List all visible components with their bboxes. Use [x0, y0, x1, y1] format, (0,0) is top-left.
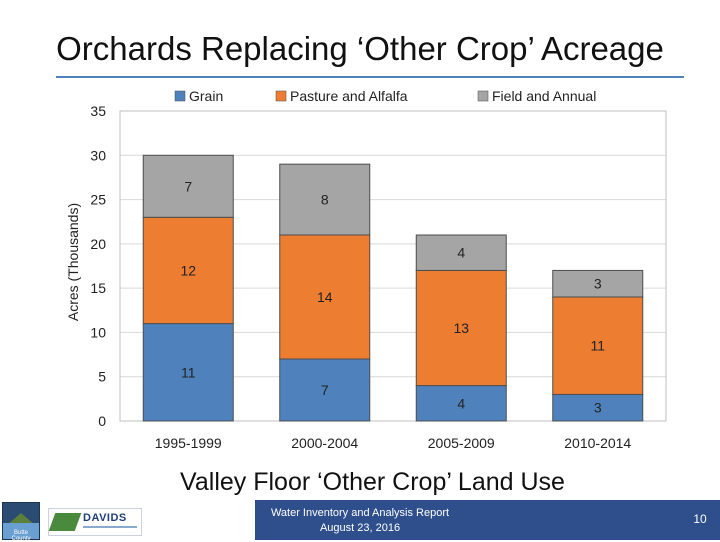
bar-segment [415, 234, 507, 271]
y-axis-label: Acres (Thousands) [65, 203, 81, 321]
data-label: 3 [594, 276, 602, 292]
data-label: 11 [181, 364, 196, 380]
data-label: 7 [184, 178, 192, 194]
bar-segment [415, 385, 507, 422]
data-label: 14 [317, 289, 333, 305]
bar-segment [279, 163, 371, 236]
legend-swatch [477, 90, 489, 102]
data-label: 13 [453, 320, 469, 336]
y-tick-label: 20 [90, 236, 106, 252]
y-tick-label: 35 [90, 103, 106, 119]
data-label: 8 [321, 192, 329, 208]
footer-report-title: Water Inventory and Analysis Report [270, 507, 450, 519]
y-tick-label: 5 [98, 369, 106, 385]
logo-underline [83, 526, 137, 528]
x-tick-label: 1995-1999 [155, 435, 222, 451]
chart-subtitle: Valley Floor ‘Other Crop’ Land Use [180, 468, 565, 496]
x-tick-label: 2010-2014 [564, 435, 631, 451]
county-logo: Butte County [2, 502, 40, 542]
data-label: 3 [594, 400, 602, 416]
y-tick-label: 15 [90, 280, 106, 296]
bar-segment [142, 154, 234, 218]
legend: Grain Pasture and Alfalfa Field and Annual [174, 88, 596, 104]
data-label: 4 [457, 245, 465, 261]
footer-text: Water Inventory and Analysis Report Augu… [255, 506, 465, 536]
y-tick-label: 25 [90, 192, 106, 208]
logo-company-text: DAVIDS [83, 512, 127, 524]
bars [142, 154, 644, 422]
data-label: 11 [590, 338, 605, 354]
y-tick-label: 30 [90, 147, 106, 163]
title-divider [56, 76, 684, 78]
stacked-bar-chart: 11 12 7 7 14 8 4 13 4 3 11 3 0 5 10 15 20 25 30 35 1995-19… [65, 88, 667, 451]
x-tick-labels: 1995-1999 2000-2004 2005-2009 2010-2014 [155, 435, 632, 451]
plot-area-border [119, 110, 667, 422]
logo-county-text: Butte County [11, 530, 31, 542]
bar-segment [552, 393, 644, 422]
footer-date: August 23, 2016 [319, 522, 401, 534]
bar-segment [552, 269, 644, 298]
company-logo: DAVIDS [48, 508, 142, 536]
y-tick-label: 10 [90, 324, 106, 340]
legend-label: Grain [189, 88, 223, 104]
bar-segment [415, 269, 507, 387]
x-tick-label: 2005-2009 [428, 435, 495, 451]
bar-segment [279, 358, 371, 422]
y-tick-label: 0 [98, 413, 106, 429]
legend-swatch [174, 90, 186, 102]
x-tick-label: 2000-2004 [291, 435, 358, 451]
slide-title: Orchards Replacing ‘Other Crop’ Acreage [56, 30, 664, 67]
y-tick-labels: 0 5 10 15 20 25 30 35 [90, 103, 106, 429]
logo-water-shape [3, 523, 39, 539]
bar-segment [552, 296, 644, 395]
page-number: 10 [693, 512, 707, 526]
data-labels: 11 12 7 7 14 8 4 13 4 3 11 3 [180, 178, 605, 415]
bar-segment [279, 234, 371, 360]
legend-swatch [275, 90, 287, 102]
logo-hill-shape [7, 513, 35, 525]
legend-label: Pasture and Alfalfa [290, 88, 408, 104]
logo-map-icon [48, 513, 82, 531]
data-label: 12 [180, 262, 196, 278]
bar-segment [142, 216, 234, 325]
data-label: 4 [457, 395, 465, 411]
data-label: 7 [321, 382, 329, 398]
bar-segment [142, 323, 234, 422]
legend-label: Field and Annual [492, 88, 596, 104]
